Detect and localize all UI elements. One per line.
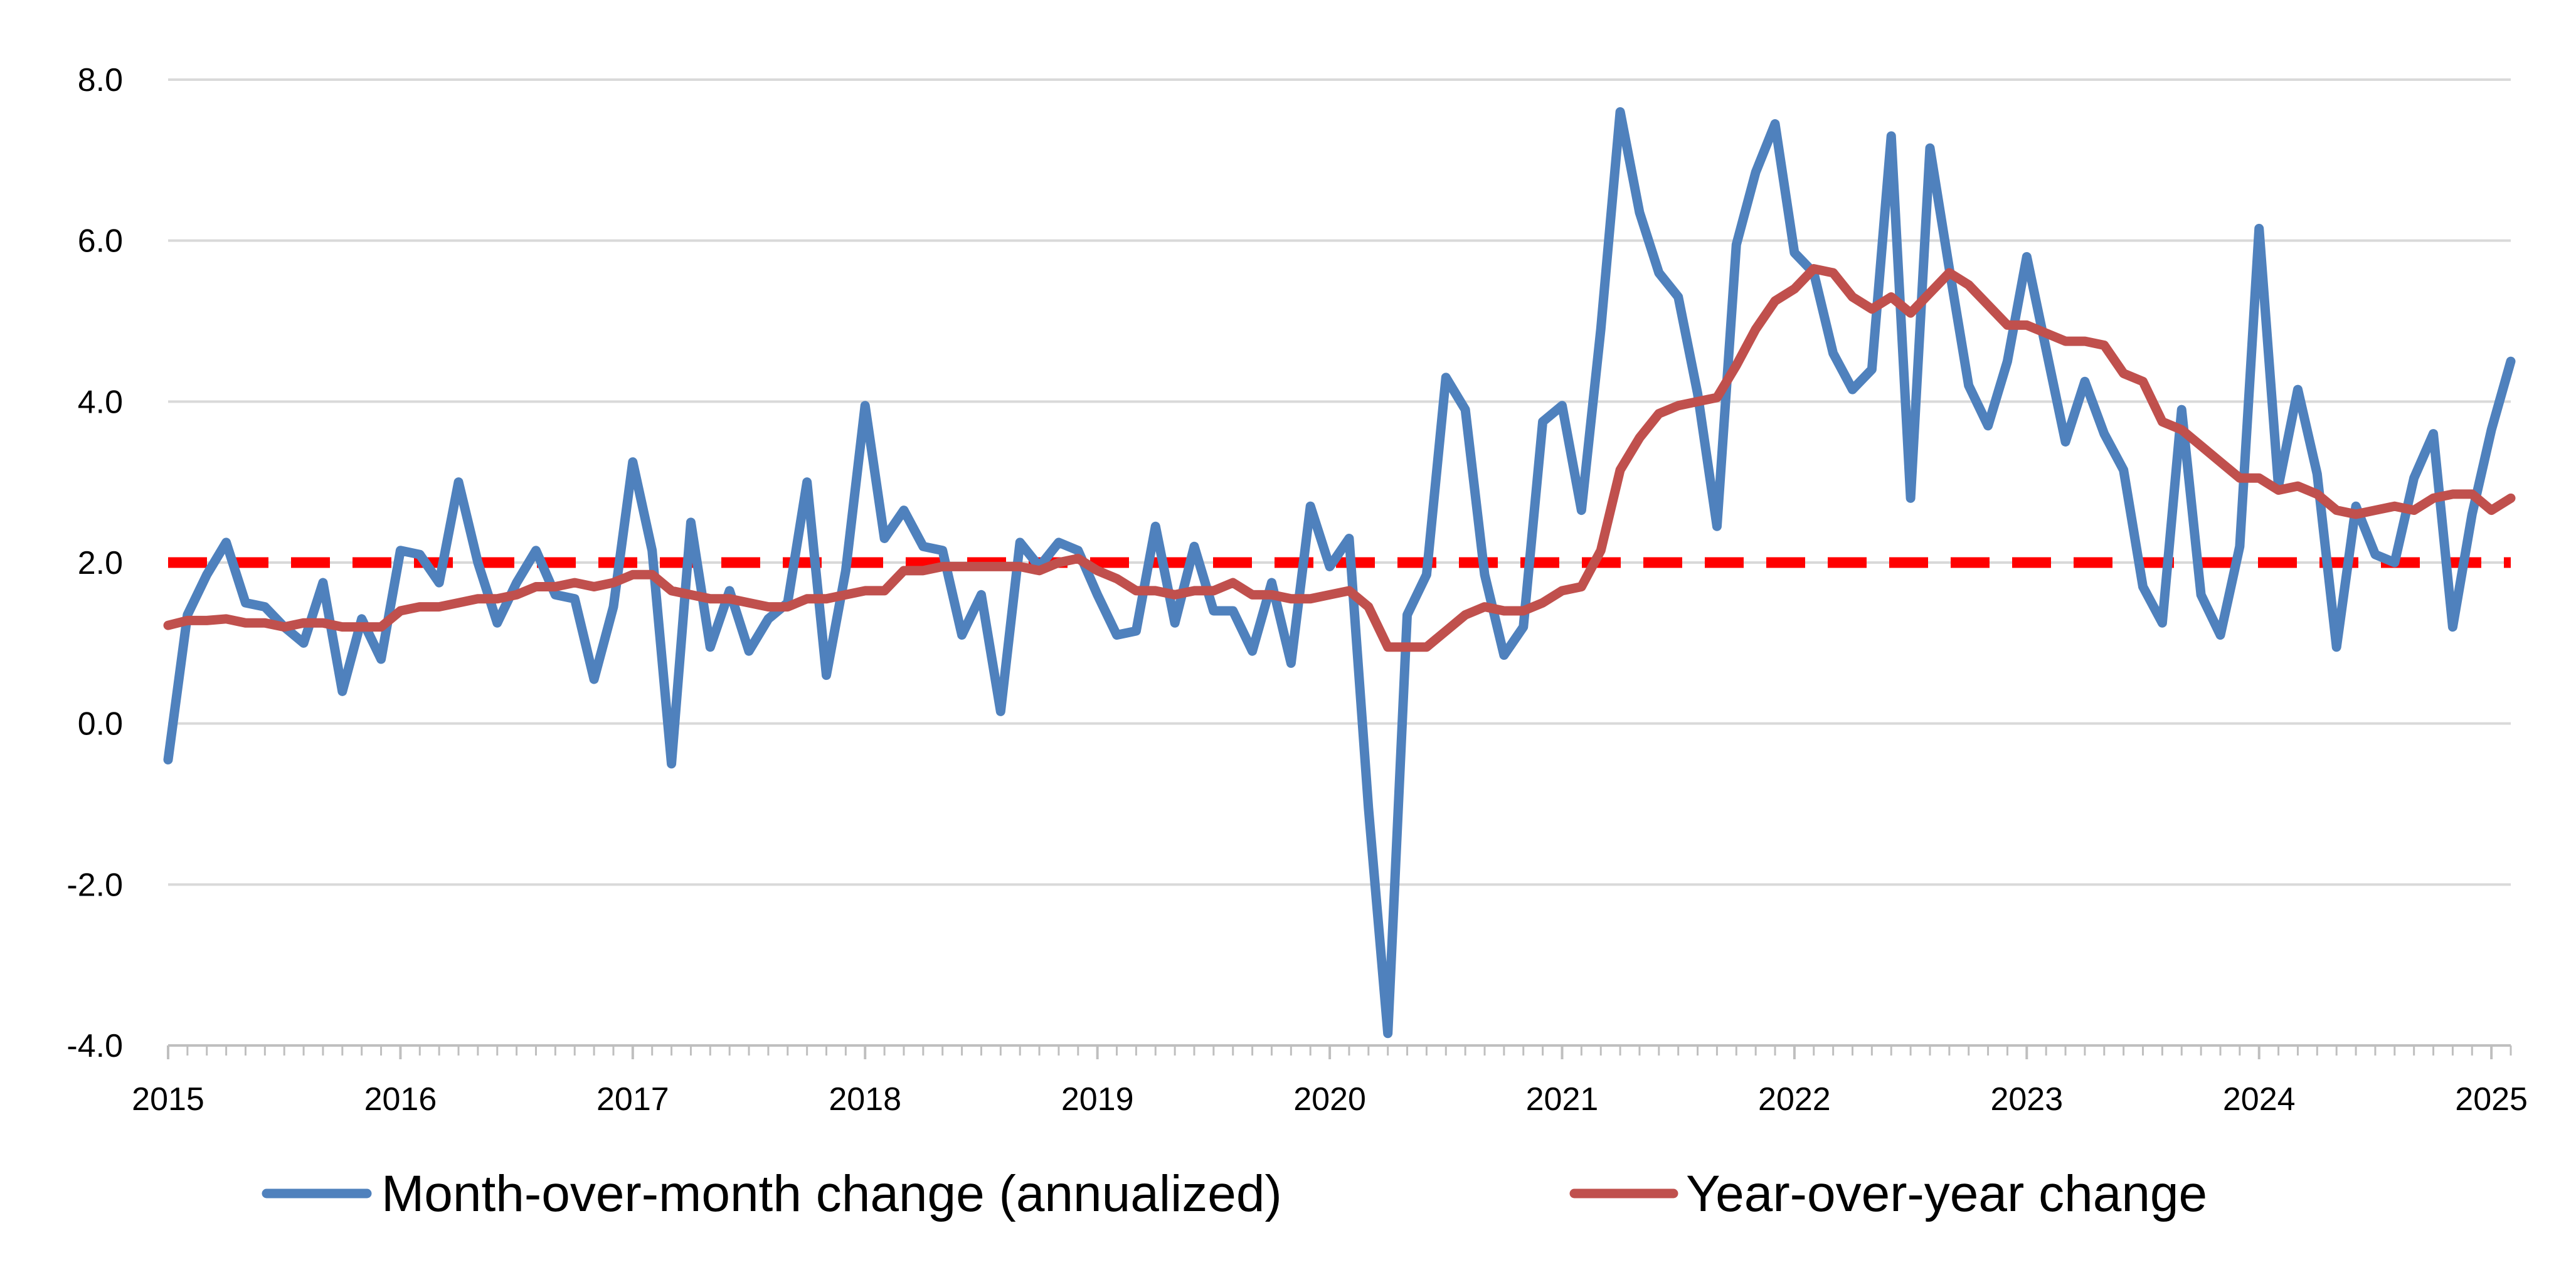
legend: Month-over-month change (annualized) Yea…: [262, 1165, 2207, 1222]
y-tick-label: -2.0: [66, 867, 123, 903]
series-line-yoy: [163, 264, 2516, 652]
x-tick-label: 2022: [1758, 1081, 1831, 1118]
y-tick-label: -4.0: [66, 1028, 123, 1064]
x-tick-label: 2015: [132, 1081, 204, 1118]
x-tick-label: 2017: [596, 1081, 669, 1118]
x-tick-label: 2021: [1526, 1081, 1599, 1118]
legend-label-mom: Month-over-month change (annualized): [381, 1165, 1282, 1222]
y-tick-label: 0.0: [78, 706, 123, 743]
x-tick-label: 2023: [1990, 1081, 2063, 1118]
y-tick-label: 8.0: [78, 62, 123, 98]
x-tick-label: 2016: [364, 1081, 437, 1118]
x-tick-label: 2024: [2223, 1081, 2296, 1118]
x-tick-label: 2018: [829, 1081, 901, 1118]
x-tick-label: 2025: [2455, 1081, 2528, 1118]
legend-label-yoy: Year-over-year change: [1686, 1165, 2207, 1222]
x-axis: [167, 1044, 2512, 1059]
y-tick-label: 2.0: [78, 545, 123, 581]
series-layer: [163, 107, 2516, 1039]
y-tick-label: 4.0: [78, 384, 123, 420]
gridlines: [168, 78, 2511, 886]
y-axis-tick-labels: 8.0 6.0 4.0 2.0 0.0 -2.0 -4.0: [66, 62, 123, 1064]
x-tick-label: 2019: [1061, 1081, 1134, 1118]
y-tick-label: 6.0: [78, 223, 123, 260]
x-tick-label: 2020: [1293, 1081, 1366, 1118]
x-axis-tick-labels: 2015 2016 2017 2018 2019 2020 2021 2022 2023 2024…: [132, 1081, 2528, 1118]
series-line-mom: [163, 107, 2516, 1039]
